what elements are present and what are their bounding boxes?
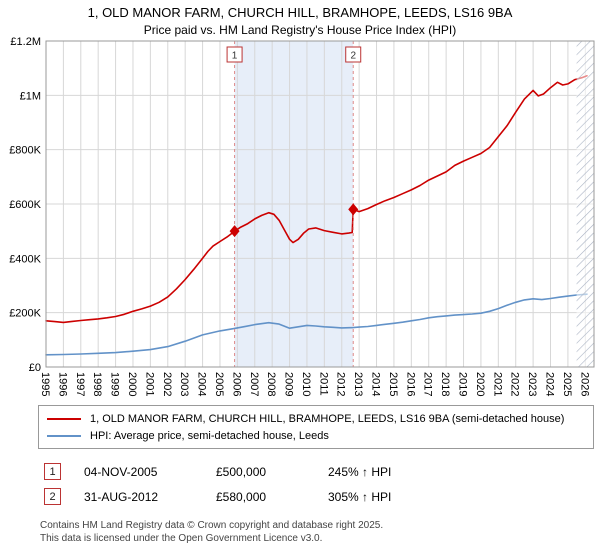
legend-label-hpi: HPI: Average price, semi-detached house,… <box>90 429 329 442</box>
transactions: 1 04-NOV-2005 £500,000 245% ↑ HPI 2 31-A… <box>44 459 600 509</box>
x-axis-label: 1998 <box>91 372 103 396</box>
transaction-1-badge: 1 <box>44 463 61 480</box>
x-axis-label: 2006 <box>230 372 242 396</box>
x-axis-label: 1999 <box>109 372 121 396</box>
x-axis-label: 2009 <box>283 372 295 396</box>
x-axis-label: 2010 <box>300 372 312 396</box>
sale-label-box <box>345 46 362 63</box>
legend: 1, OLD MANOR FARM, CHURCH HILL, BRAMHOPE… <box>38 405 594 449</box>
sale-marker-diamond <box>229 225 240 238</box>
sale-label-number: 2 <box>350 51 356 62</box>
x-axis-label: 2017 <box>422 372 434 396</box>
x-axis-label: 2025 <box>561 372 573 396</box>
x-axis-label: 2015 <box>387 372 399 396</box>
legend-label-property: 1, OLD MANOR FARM, CHURCH HILL, BRAMHOPE… <box>90 412 565 425</box>
legend-item-hpi: HPI: Average price, semi-detached house,… <box>47 427 585 444</box>
transaction-2-hpi: 305% ↑ HPI <box>328 489 392 504</box>
legend-sample-property <box>47 417 81 420</box>
x-axis-label: 2026 <box>578 372 590 396</box>
y-axis-label: £200K <box>9 308 41 320</box>
y-axis-label: £1.2M <box>10 37 41 48</box>
x-axis-label: 1997 <box>74 372 86 396</box>
transaction-2-date: 31-AUG-2012 <box>84 489 159 504</box>
y-axis-label: £600K <box>9 199 41 211</box>
x-axis-label: 2001 <box>143 372 155 396</box>
attribution: Contains HM Land Registry data © Crown c… <box>40 519 600 545</box>
transaction-row-2: 2 31-AUG-2012 £580,000 305% ↑ HPI <box>44 484 600 509</box>
x-axis-label: 2014 <box>370 372 382 396</box>
x-axis-label: 2018 <box>439 372 451 396</box>
y-axis-label: £1M <box>20 90 41 102</box>
x-axis-label: 2012 <box>335 372 347 396</box>
x-axis-label: 2002 <box>161 372 173 396</box>
x-axis-label: 2000 <box>126 372 138 396</box>
y-axis-label: £0 <box>29 362 41 374</box>
x-axis-label: 2016 <box>404 372 416 396</box>
x-axis-label: 2008 <box>265 372 277 396</box>
transaction-1-hpi: 245% ↑ HPI <box>328 464 392 479</box>
x-axis-label: 2020 <box>474 372 486 396</box>
x-axis-label: 1996 <box>56 372 68 396</box>
attribution-line-2: This data is licensed under the Open Gov… <box>40 533 323 544</box>
y-axis-label: £800K <box>9 145 41 157</box>
x-axis-label: 2022 <box>509 372 521 396</box>
transaction-2-badge: 2 <box>44 488 61 505</box>
x-axis-label: 2007 <box>248 372 260 396</box>
legend-item-property: 1, OLD MANOR FARM, CHURCH HILL, BRAMHOPE… <box>47 410 585 427</box>
series-line-property <box>45 74 588 324</box>
transaction-1-date: 04-NOV-2005 <box>84 464 158 479</box>
x-axis-label: 2004 <box>196 372 208 396</box>
x-axis-label: 2021 <box>491 372 503 396</box>
x-axis-label: 2019 <box>457 372 469 396</box>
x-axis-label: 2013 <box>352 372 364 396</box>
y-axis-label: £400K <box>9 253 41 265</box>
future-hatch-region <box>576 41 594 367</box>
x-axis-label: 2023 <box>526 372 538 396</box>
price-chart: 1 2 £0 £200K £400K £600K £800K £1M £1.2M 1995 1996… <box>9 37 595 396</box>
legend-sample-hpi <box>47 434 81 437</box>
transaction-1-price: £500,000 <box>216 464 267 479</box>
transaction-row-1: 1 04-NOV-2005 £500,000 245% ↑ HPI <box>44 459 600 484</box>
page-title: 1, OLD MANOR FARM, CHURCH HILL, BRAMHOPE… <box>87 5 513 20</box>
x-axis-label: 2024 <box>544 372 556 396</box>
sale-label-number: 1 <box>232 51 238 62</box>
chart-header: 1, OLD MANOR FARM, CHURCH HILL, BRAMHOPE… <box>0 0 600 37</box>
gridlines <box>45 40 594 368</box>
attribution-line-1: Contains HM Land Registry data © Crown c… <box>40 520 384 531</box>
x-axis-label: 1995 <box>39 372 51 396</box>
x-axis-label: 2005 <box>213 372 225 396</box>
sale-marker-diamond <box>348 203 359 216</box>
transaction-2-price: £580,000 <box>216 489 267 504</box>
page-subtitle: Price paid vs. HM Land Registry's House … <box>143 23 457 37</box>
plot-frame <box>45 40 595 368</box>
x-axis-label: 2003 <box>178 372 190 396</box>
series-line-hpi <box>45 293 588 356</box>
sale-label-box <box>226 46 243 63</box>
x-axis-label: 2011 <box>317 372 329 396</box>
